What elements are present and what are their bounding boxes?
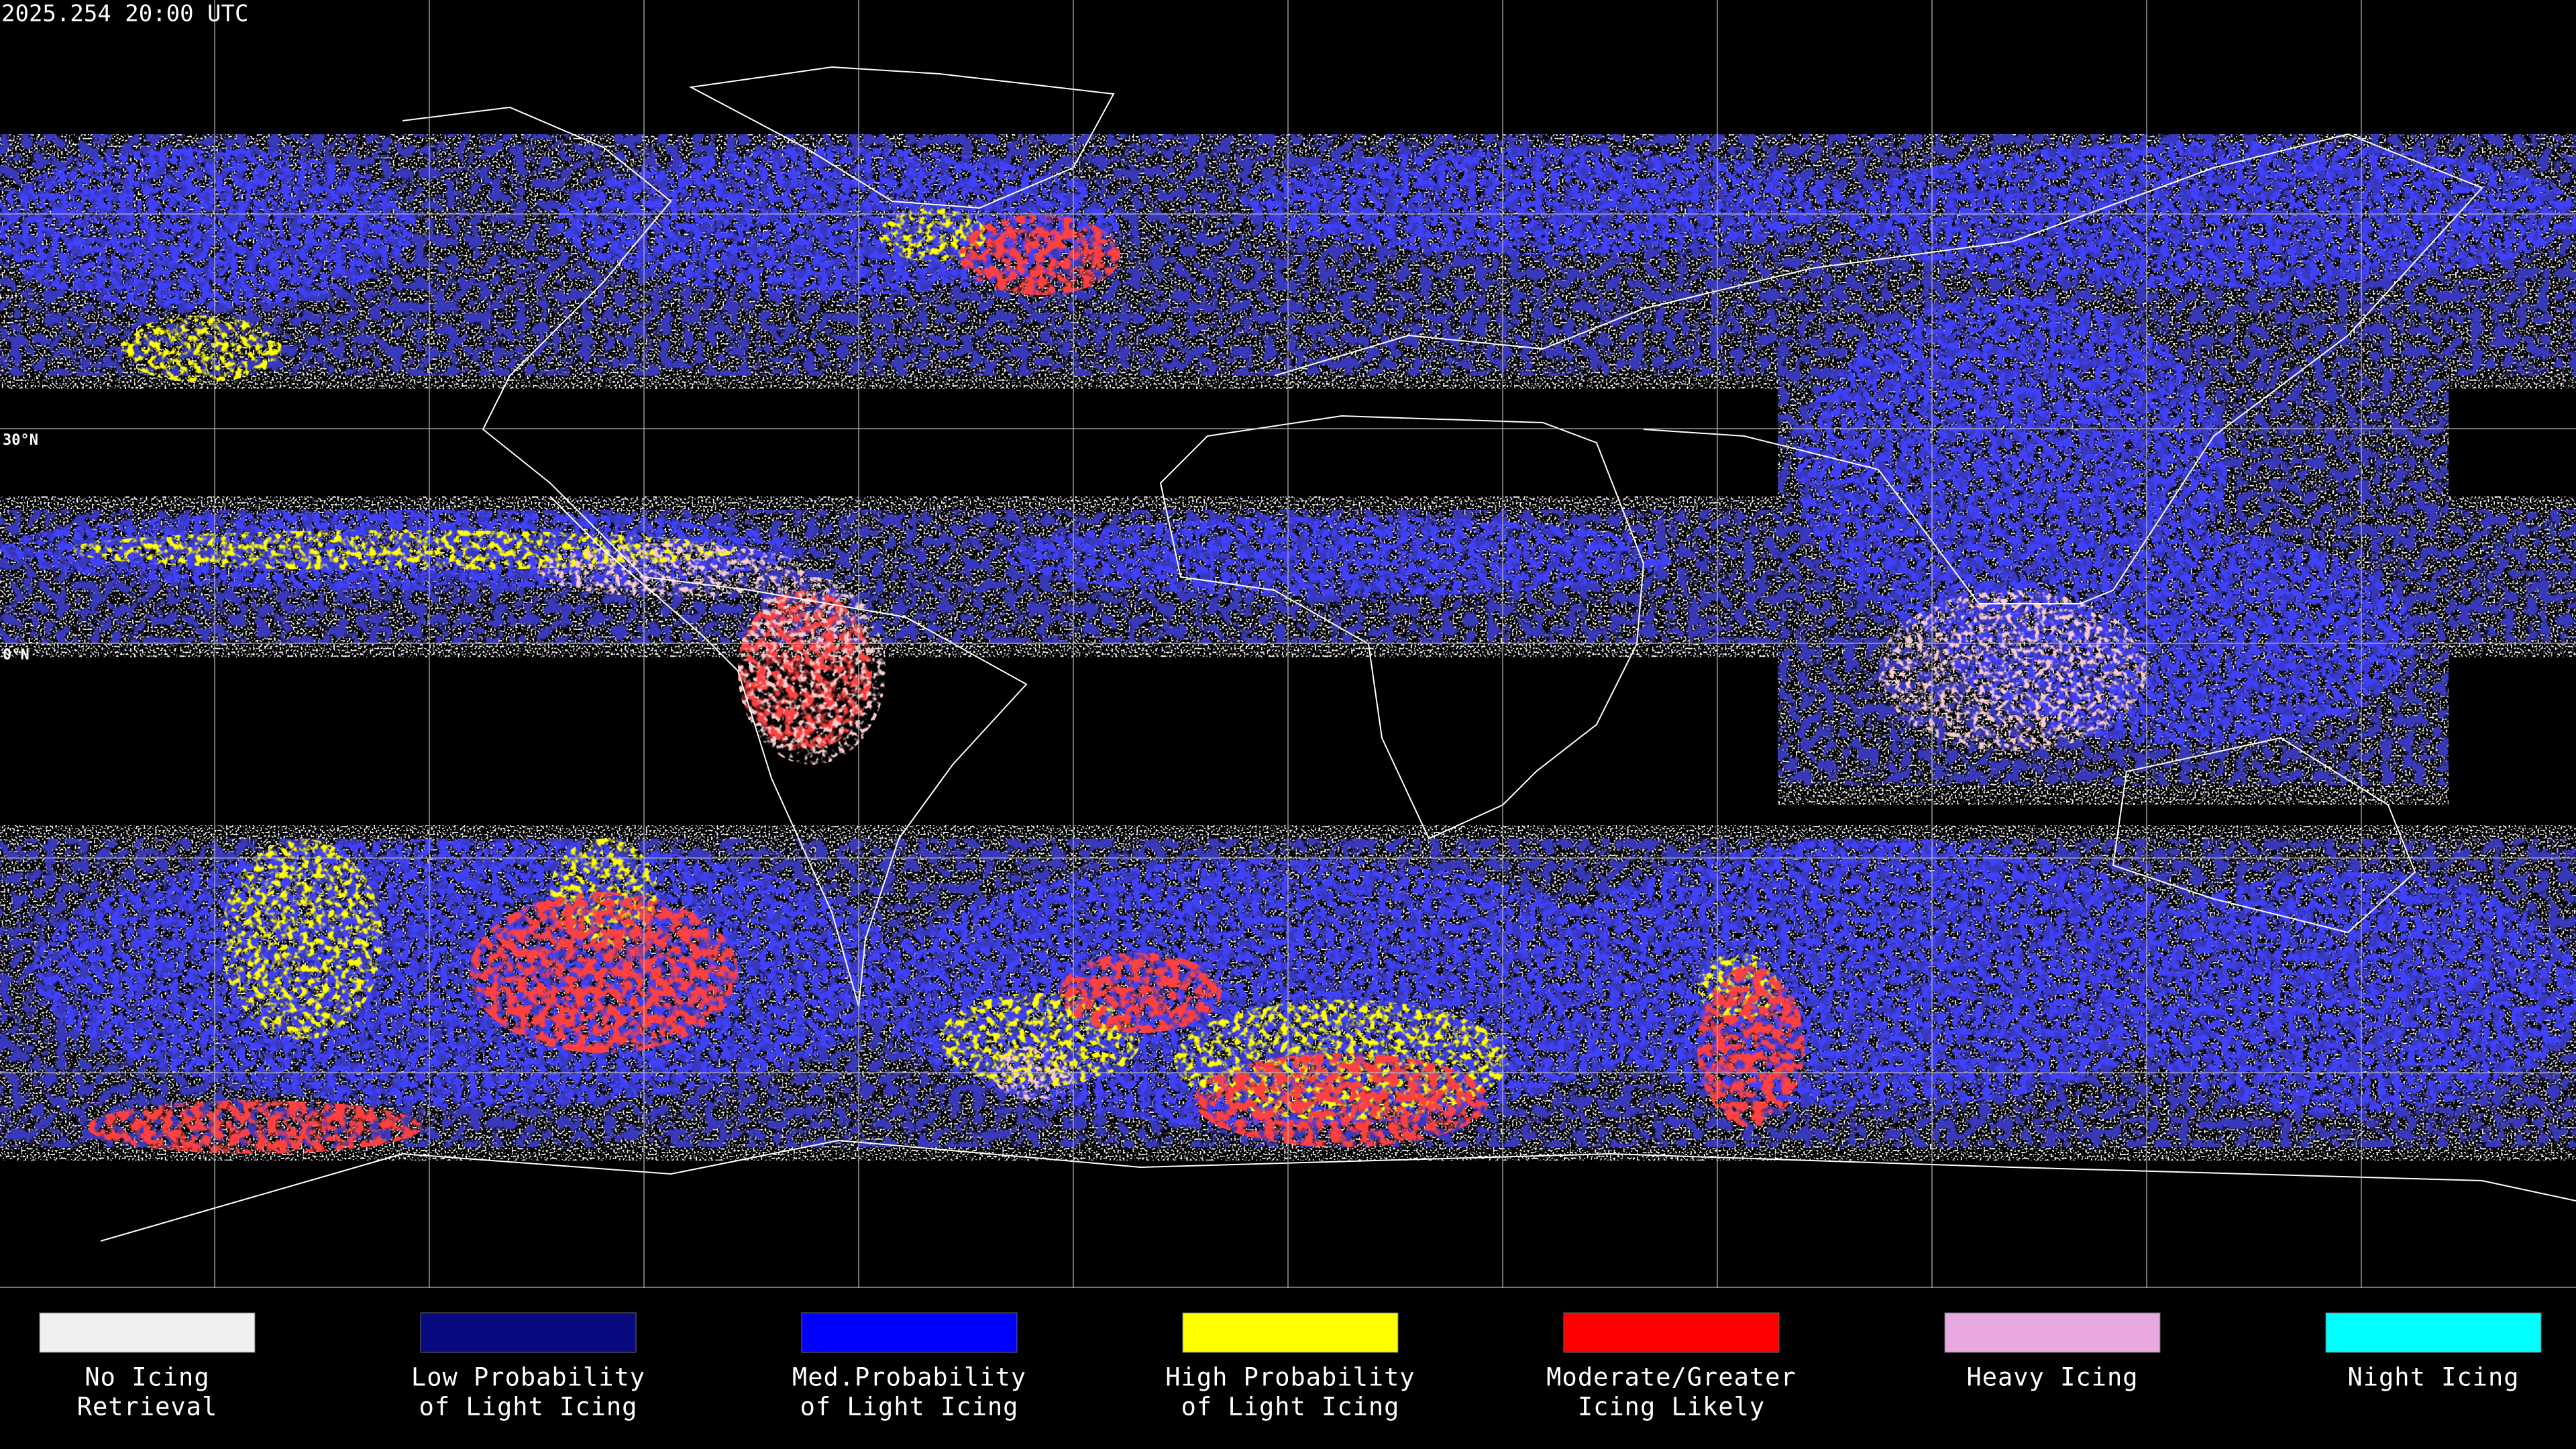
legend-label: Night Icing	[2347, 1363, 2519, 1392]
legend-label: Icing Likely	[1578, 1393, 1765, 1421]
legend-swatch	[1563, 1312, 1780, 1353]
heavy-icing-areas	[537, 543, 2147, 1100]
legend-swatch	[1944, 1312, 2161, 1353]
latitude-label: 0°N	[3, 647, 30, 663]
legend-label: of Light Icing	[800, 1393, 1019, 1421]
legend-swatch	[1182, 1312, 1399, 1353]
legend-label: Retrieval	[77, 1393, 217, 1421]
legend-label: Med.Probability	[792, 1363, 1026, 1392]
legend-label: Heavy Icing	[1966, 1363, 2138, 1392]
legend-label: of Light Icing	[1181, 1393, 1400, 1421]
latitude-label: 30°N	[3, 432, 38, 449]
timestamp: 2025.254 20:00 UTC	[1, 1, 248, 28]
legend-label: No Icing	[85, 1363, 209, 1392]
legend-label: High Probability	[1165, 1363, 1415, 1392]
legend-label: Moderate/Greater	[1546, 1363, 1796, 1392]
coastlines	[100, 66, 2576, 1242]
legend-swatch	[420, 1312, 637, 1353]
legend-label: of Light Icing	[419, 1393, 638, 1421]
legend-swatch	[39, 1312, 256, 1353]
legend-label: Low Probability	[411, 1363, 645, 1392]
legend-swatch	[2325, 1312, 2542, 1353]
graticule	[0, 0, 2576, 1288]
legend-swatch	[801, 1312, 1018, 1353]
